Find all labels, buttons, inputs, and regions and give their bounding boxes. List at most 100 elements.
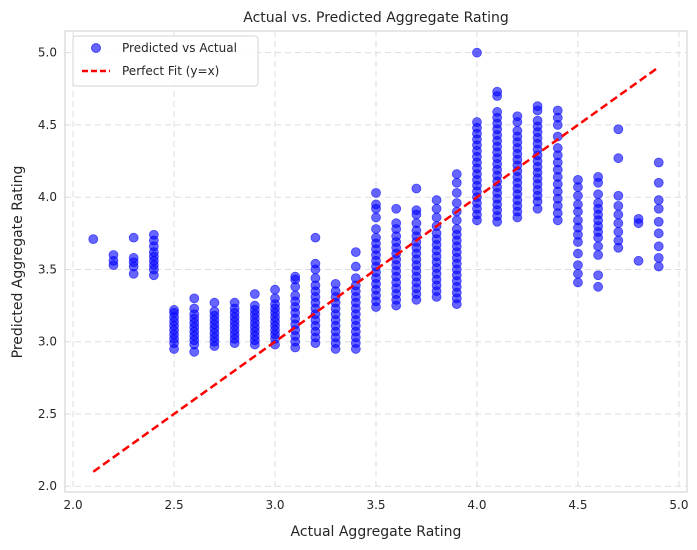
y-tick-label: 2.0 — [38, 479, 57, 493]
scatter-point — [249, 289, 260, 299]
scatter-point — [270, 293, 280, 304]
scatter-point — [653, 252, 664, 263]
y-axis-label: Predicted Aggregate Rating — [10, 166, 26, 359]
scatter-point — [310, 232, 321, 243]
scatter-point — [451, 198, 462, 208]
scatter-points — [88, 47, 664, 357]
scatter-point — [169, 305, 179, 315]
scatter-point — [613, 124, 624, 135]
x-tick-label: 4.5 — [568, 498, 587, 512]
scatter-point — [451, 177, 462, 188]
scatter-point — [573, 215, 583, 226]
scatter-point — [431, 195, 442, 205]
scatter-point — [653, 203, 664, 214]
scatter-point — [593, 241, 604, 252]
legend-label-scatter: Predicted vs Actual — [122, 41, 237, 55]
scatter-point — [451, 215, 462, 226]
scatter-point — [451, 187, 462, 198]
scatter-point — [492, 86, 503, 97]
scatter-point — [573, 268, 583, 279]
scatter-point — [613, 226, 624, 237]
scatter-point — [472, 47, 482, 58]
scatter-point — [613, 235, 624, 246]
x-tick-label: 3.0 — [265, 498, 284, 512]
x-tick-label: 2.5 — [165, 498, 184, 512]
scatter-point — [371, 199, 381, 210]
scatter-point — [593, 198, 604, 208]
scatter-point — [613, 153, 624, 164]
scatter-point — [552, 105, 563, 116]
y-tick-label: 4.5 — [38, 118, 57, 132]
scatter-point — [573, 260, 583, 271]
scatter-point — [633, 213, 644, 224]
y-tick-label: 3.0 — [38, 335, 57, 349]
scatter-point — [653, 177, 664, 188]
scatter-point — [148, 229, 159, 240]
legend: Predicted vs Actual Perfect Fit (y=x) — [72, 35, 259, 87]
scatter-point — [613, 218, 624, 229]
scatter-point — [411, 218, 422, 229]
scatter-point — [411, 183, 422, 194]
scatter-point — [371, 232, 381, 243]
x-tick-label: 2.0 — [64, 498, 83, 512]
scatter-point — [573, 248, 583, 259]
x-tick-label: 4.0 — [467, 498, 486, 512]
y-tick-label: 4.0 — [38, 190, 57, 204]
scatter-point — [593, 270, 604, 281]
scatter-point — [532, 101, 543, 112]
y-axis: 2.0 2.5 3.0 3.5 4.0 4.5 5.0 — [38, 46, 57, 494]
x-axis: 2.0 2.5 3.0 3.5 4.0 4.5 5.0 — [64, 498, 689, 512]
perfect-fit-line — [92, 66, 660, 473]
scatter-point — [532, 115, 543, 126]
scatter-point — [472, 117, 482, 127]
scatter-point — [633, 255, 644, 266]
scatter-point — [653, 195, 664, 205]
scatter-point — [431, 203, 442, 214]
scatter-point — [371, 224, 381, 234]
scatter-point — [552, 143, 563, 153]
scatter-point — [653, 216, 664, 227]
scatter-point — [189, 303, 200, 314]
chart-title: Actual vs. Predicted Aggregate Rating — [243, 10, 509, 26]
scatter-point — [371, 187, 381, 198]
scatter-point — [492, 107, 503, 117]
scatter-point — [451, 169, 462, 179]
scatter-point — [290, 290, 301, 301]
scatter-point — [573, 199, 583, 210]
scatter-point — [593, 250, 604, 260]
grid-lines — [65, 31, 687, 492]
scatter-point — [391, 218, 402, 229]
legend-label-line: Perfect Fit (y=x) — [122, 64, 219, 78]
scatter-point — [512, 111, 523, 122]
y-tick-label: 3.5 — [38, 262, 57, 276]
scatter-point — [593, 281, 604, 292]
scatter-point — [391, 203, 402, 214]
scatter-point — [512, 125, 523, 136]
scatter-point — [431, 212, 442, 223]
scatter-point — [573, 277, 583, 288]
legend-marker-scatter — [91, 43, 101, 53]
scatter-point — [330, 278, 341, 289]
scatter-point — [593, 189, 604, 200]
scatter-point — [88, 234, 99, 245]
x-tick-label: 3.5 — [366, 498, 385, 512]
scatter-point — [270, 284, 280, 295]
scatter-point — [128, 232, 139, 243]
legend-box — [72, 35, 259, 87]
scatter-point — [290, 271, 301, 282]
scatter-point — [593, 172, 604, 182]
scatter-point — [653, 228, 664, 239]
scatter-point — [613, 209, 624, 220]
scatter-point — [189, 293, 200, 304]
scatter-point — [573, 174, 583, 185]
x-tick-label: 5.0 — [669, 498, 688, 512]
scatter-point — [411, 205, 422, 216]
scatter-point — [128, 252, 139, 263]
scatter-point — [653, 157, 664, 168]
scatter-point — [310, 258, 321, 269]
scatter-point — [310, 273, 321, 284]
scatter-point — [209, 306, 220, 317]
scatter-point — [350, 247, 361, 258]
scatter-point — [350, 261, 361, 272]
